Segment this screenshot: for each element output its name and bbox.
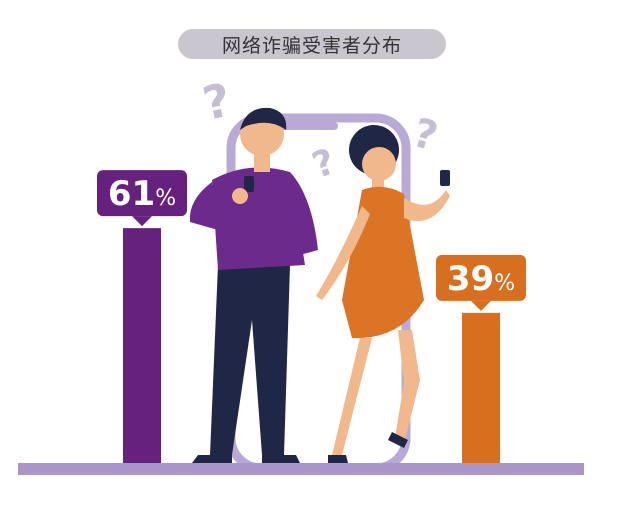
- woman-illustration: [316, 125, 450, 463]
- value-label-box-2: [436, 254, 526, 311]
- chart-title: 网络诈骗受害者分布: [178, 29, 446, 59]
- question-mark-icon: ?: [307, 141, 341, 187]
- value-label-1: 61%: [108, 174, 176, 214]
- question-mark-icon: ?: [408, 110, 442, 160]
- chart-baseline: [18, 463, 584, 475]
- bar-2: [462, 312, 500, 463]
- bar-1: [123, 228, 161, 463]
- value-label-2: 39%: [447, 259, 515, 299]
- man-illustration: [189, 107, 318, 463]
- value-label-box-1: [97, 170, 187, 227]
- question-mark-icon: ?: [198, 72, 235, 130]
